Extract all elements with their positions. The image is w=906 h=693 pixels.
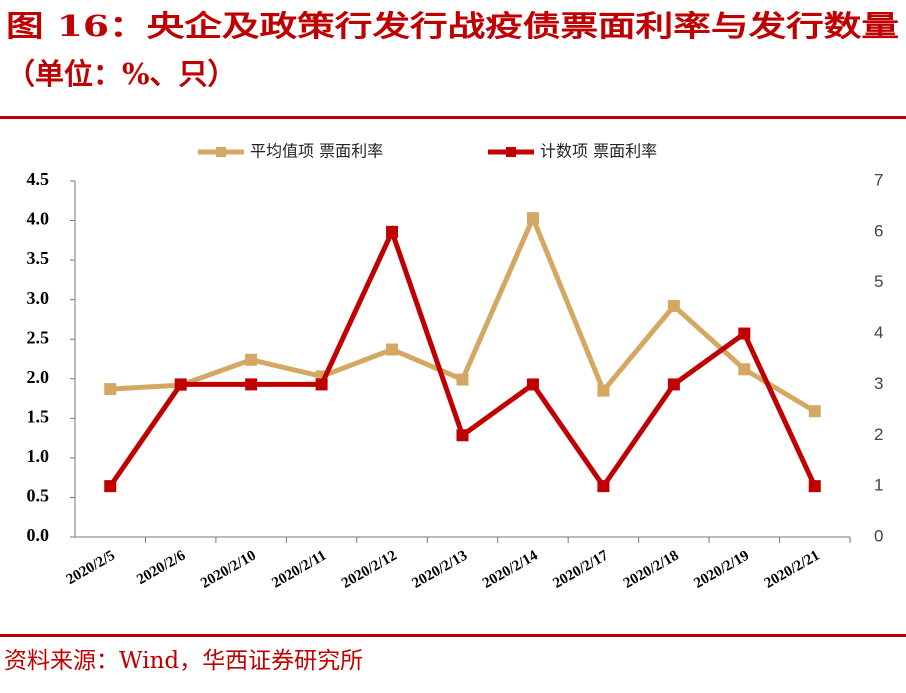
legend-label: 平均值项 票面利率 (250, 142, 383, 161)
rule (0, 634, 906, 637)
y-tick-label: 0.0 (27, 525, 50, 545)
point (597, 384, 610, 397)
point (245, 378, 258, 391)
x-tick-label: 2020/2/5 (64, 548, 118, 589)
point (808, 405, 821, 418)
point (526, 378, 539, 391)
chart-title: 图 16：央企及政策行发行战疫债票面利率与发行数量 (6, 9, 899, 43)
legend-marker (216, 147, 226, 157)
x-tick-label: 2020/2/10 (198, 548, 259, 592)
y-tick-label: 1.5 (27, 406, 50, 426)
point (386, 225, 399, 238)
y2-tick-label: 5 (874, 272, 883, 291)
x-tick-label: 2020/2/17 (550, 547, 611, 592)
x-tick-label: 2020/2/6 (134, 547, 189, 588)
y-tick-label: 0.5 (27, 486, 50, 506)
point (456, 429, 469, 442)
point (386, 343, 399, 356)
point (174, 378, 187, 391)
y2-tick-label: 3 (874, 374, 883, 393)
chart-subtitle: （单位：%、只） (6, 57, 237, 91)
source: 资料来源：Wind，华西证券研究所 (4, 648, 363, 674)
x-tick-label: 2020/2/14 (480, 547, 541, 592)
x-tick-label: 2020/2/19 (691, 548, 752, 592)
y2-tick-label: 2 (874, 425, 883, 444)
x-tick-label: 2020/2/21 (762, 548, 823, 592)
point (808, 480, 821, 493)
y-tick-label: 1.0 (27, 446, 50, 466)
x-tick-label: 2020/2/12 (339, 548, 400, 592)
rule (0, 116, 906, 119)
y-tick-label: 2.0 (27, 367, 50, 387)
point (738, 363, 751, 376)
y-tick-label: 3.5 (27, 248, 50, 268)
point (315, 378, 328, 391)
y-tick-label: 3.0 (27, 288, 50, 308)
point (597, 480, 610, 493)
point (104, 383, 117, 396)
point (456, 373, 469, 386)
legend-label: 计数项 票面利率 (540, 142, 657, 161)
x-tick-label: 2020/2/18 (621, 548, 682, 592)
y-tick-label: 2.5 (27, 327, 50, 347)
point (667, 378, 680, 391)
y2-tick-label: 6 (874, 221, 883, 240)
point (667, 299, 680, 312)
series-line (108, 225, 818, 491)
y2-tick-label: 7 (874, 170, 883, 189)
point (245, 353, 258, 366)
point (526, 212, 539, 225)
point (104, 480, 117, 493)
legend-marker (506, 147, 516, 157)
point (738, 327, 751, 340)
x-tick-label: 2020/2/13 (410, 548, 471, 592)
y2-tick-label: 1 (874, 476, 883, 495)
y-tick-label: 4.0 (27, 209, 50, 229)
y2-tick-label: 4 (874, 323, 883, 342)
x-tick-label: 2020/2/11 (269, 548, 329, 592)
y-tick-label: 4.5 (27, 169, 50, 189)
y2-tick-label: 0 (874, 526, 883, 545)
